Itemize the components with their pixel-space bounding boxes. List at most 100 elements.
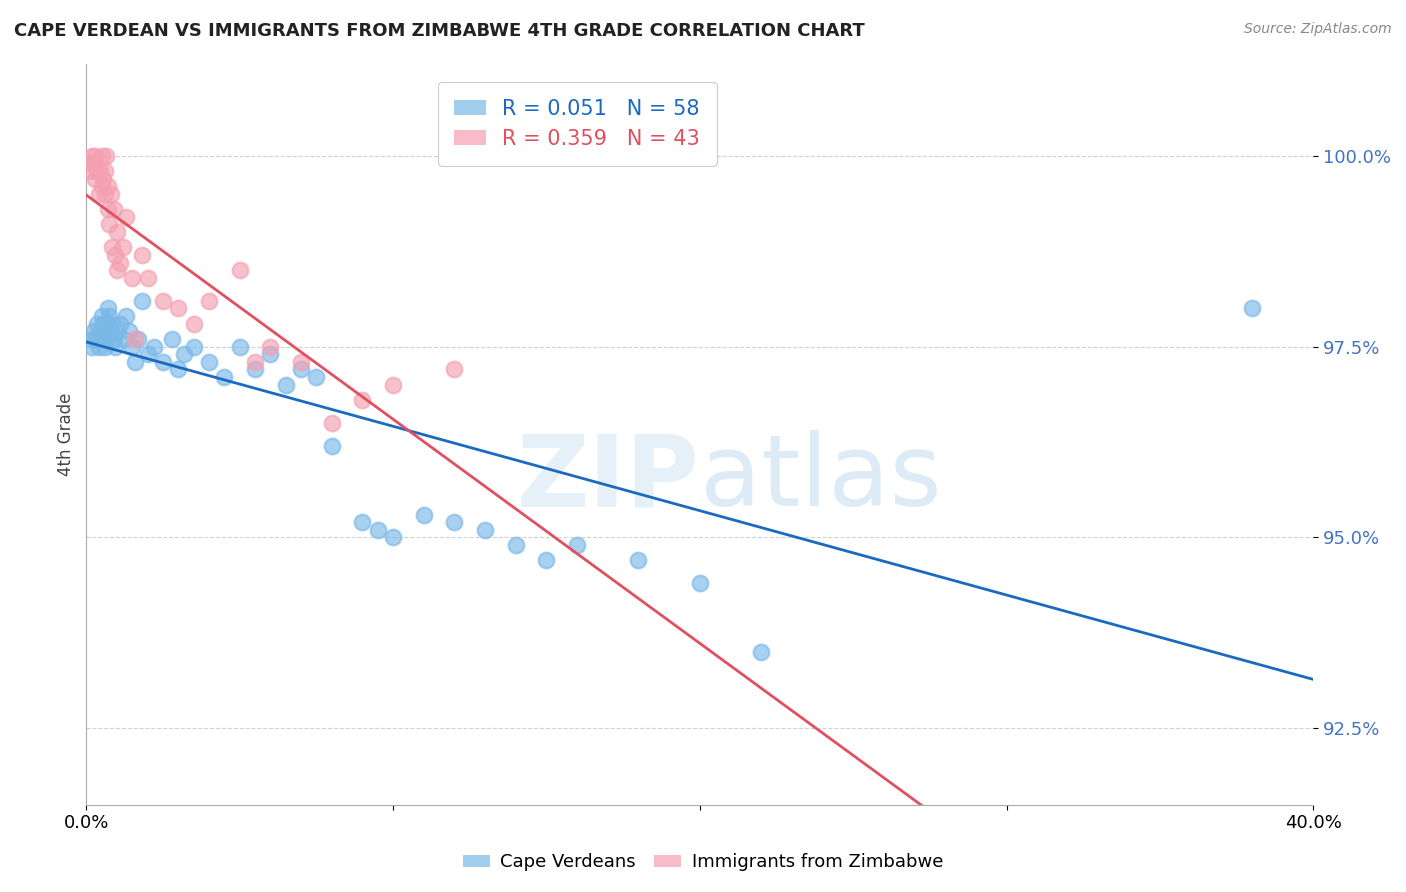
Point — [259, 340, 281, 354]
Point — [100, 186, 122, 201]
Point — [97, 179, 120, 194]
Point — [86, 164, 108, 178]
Point — [124, 332, 146, 346]
Point — [104, 248, 127, 262]
Point — [79, 164, 101, 178]
Point — [412, 508, 434, 522]
Point — [104, 340, 127, 354]
Point — [321, 416, 343, 430]
Point — [214, 370, 236, 384]
Point — [160, 332, 183, 346]
Text: Source: ZipAtlas.com: Source: ZipAtlas.com — [1244, 22, 1392, 37]
Point — [89, 164, 111, 178]
Point — [131, 293, 153, 308]
Point — [90, 332, 112, 346]
Point — [152, 293, 174, 308]
Point — [142, 340, 165, 354]
Point — [100, 324, 122, 338]
Point — [689, 576, 711, 591]
Point — [83, 324, 105, 338]
Point — [274, 377, 297, 392]
Point — [98, 309, 121, 323]
Point — [121, 270, 143, 285]
Y-axis label: 4th Grade: 4th Grade — [58, 392, 75, 476]
Point — [89, 324, 111, 338]
Point — [290, 355, 312, 369]
Point — [121, 340, 143, 354]
Point — [152, 355, 174, 369]
Point — [290, 362, 312, 376]
Point — [367, 523, 389, 537]
Point — [105, 225, 128, 239]
Point — [84, 149, 107, 163]
Point — [131, 248, 153, 262]
Point — [321, 439, 343, 453]
Point — [136, 270, 159, 285]
Text: CAPE VERDEAN VS IMMIGRANTS FROM ZIMBABWE 4TH GRADE CORRELATION CHART: CAPE VERDEAN VS IMMIGRANTS FROM ZIMBABWE… — [14, 22, 865, 40]
Point — [183, 340, 205, 354]
Point — [167, 301, 190, 316]
Point — [167, 362, 190, 376]
Text: atlas: atlas — [700, 430, 942, 527]
Point — [91, 317, 114, 331]
Text: ZIP: ZIP — [517, 430, 700, 527]
Point — [198, 293, 221, 308]
Point — [105, 263, 128, 277]
Point — [112, 240, 135, 254]
Point — [305, 370, 328, 384]
Point — [87, 186, 110, 201]
Point — [565, 538, 588, 552]
Point — [505, 538, 527, 552]
Point — [474, 523, 496, 537]
Point — [93, 164, 115, 178]
Point — [83, 156, 105, 170]
Point — [536, 553, 558, 567]
Point — [91, 171, 114, 186]
Point — [105, 324, 128, 338]
Point — [228, 340, 250, 354]
Point — [97, 202, 120, 216]
Point — [127, 332, 149, 346]
Point — [115, 210, 138, 224]
Point — [108, 255, 131, 269]
Point — [352, 392, 374, 407]
Point — [84, 171, 107, 186]
Point — [198, 355, 221, 369]
Point — [93, 324, 115, 338]
Point — [97, 317, 120, 331]
Point — [627, 553, 650, 567]
Legend: R = 0.051   N = 58, R = 0.359   N = 43: R = 0.051 N = 58, R = 0.359 N = 43 — [437, 82, 717, 166]
Point — [103, 202, 125, 216]
Point — [1240, 301, 1263, 316]
Point — [382, 377, 405, 392]
Point — [259, 347, 281, 361]
Point — [87, 340, 110, 354]
Point — [80, 332, 103, 346]
Point — [228, 263, 250, 277]
Point — [98, 218, 121, 232]
Point — [84, 332, 107, 346]
Point — [103, 332, 125, 346]
Point — [90, 179, 112, 194]
Point — [90, 309, 112, 323]
Point — [96, 149, 118, 163]
Point — [443, 362, 465, 376]
Point — [115, 309, 138, 323]
Point — [101, 317, 124, 331]
Point — [749, 645, 772, 659]
Point — [101, 240, 124, 254]
Point — [82, 149, 104, 163]
Point — [86, 317, 108, 331]
Point — [82, 340, 104, 354]
Point — [443, 515, 465, 529]
Point — [93, 186, 115, 201]
Legend: Cape Verdeans, Immigrants from Zimbabwe: Cape Verdeans, Immigrants from Zimbabwe — [456, 847, 950, 879]
Point — [97, 301, 120, 316]
Point — [243, 362, 266, 376]
Point — [124, 355, 146, 369]
Point — [136, 347, 159, 361]
Point — [112, 332, 135, 346]
Point — [173, 347, 195, 361]
Point — [118, 324, 141, 338]
Point — [382, 531, 405, 545]
